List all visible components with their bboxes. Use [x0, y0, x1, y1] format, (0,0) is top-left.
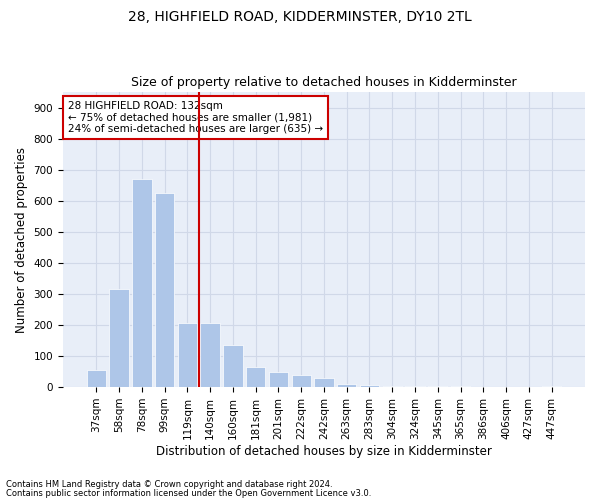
Bar: [109, 290, 129, 387]
Bar: [132, 179, 152, 387]
Bar: [155, 193, 174, 387]
Bar: [406, 386, 425, 387]
Title: Size of property relative to detached houses in Kidderminster: Size of property relative to detached ho…: [131, 76, 517, 90]
Bar: [178, 324, 197, 387]
Text: Contains public sector information licensed under the Open Government Licence v3: Contains public sector information licen…: [6, 488, 371, 498]
Bar: [360, 384, 379, 387]
Bar: [292, 374, 311, 387]
Bar: [383, 386, 402, 387]
Bar: [428, 386, 448, 387]
Bar: [542, 386, 561, 387]
Y-axis label: Number of detached properties: Number of detached properties: [15, 146, 28, 332]
Bar: [246, 367, 265, 387]
Bar: [337, 384, 356, 387]
X-axis label: Distribution of detached houses by size in Kidderminster: Distribution of detached houses by size …: [156, 444, 492, 458]
Text: 28 HIGHFIELD ROAD: 132sqm
← 75% of detached houses are smaller (1,981)
24% of se: 28 HIGHFIELD ROAD: 132sqm ← 75% of detac…: [68, 101, 323, 134]
Bar: [269, 372, 288, 387]
Bar: [451, 386, 470, 387]
Bar: [200, 324, 220, 387]
Bar: [86, 370, 106, 387]
Bar: [314, 378, 334, 387]
Text: 28, HIGHFIELD ROAD, KIDDERMINSTER, DY10 2TL: 28, HIGHFIELD ROAD, KIDDERMINSTER, DY10 …: [128, 10, 472, 24]
Bar: [223, 345, 242, 387]
Text: Contains HM Land Registry data © Crown copyright and database right 2024.: Contains HM Land Registry data © Crown c…: [6, 480, 332, 489]
